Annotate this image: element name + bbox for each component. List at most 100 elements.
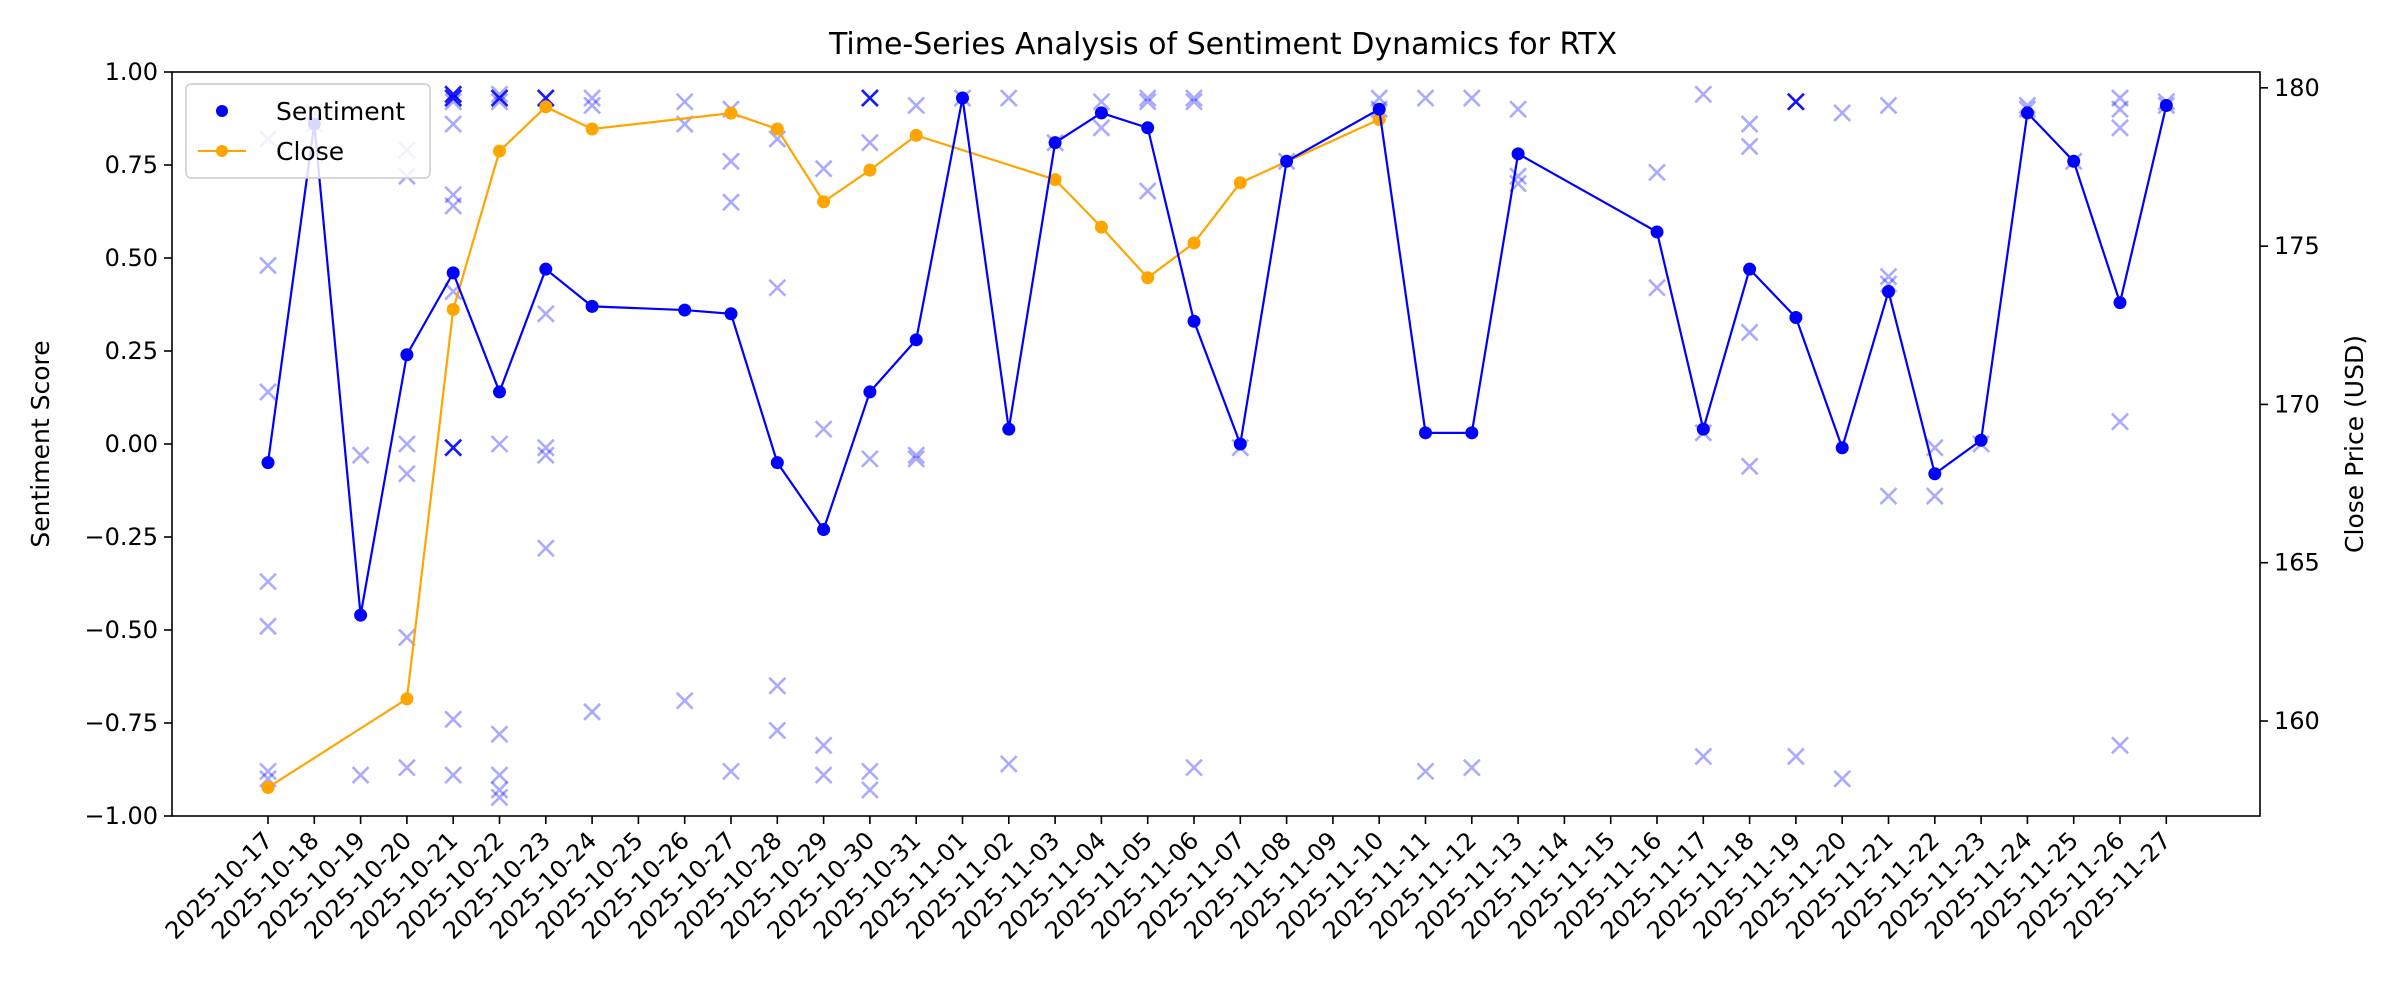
x-mark-stroke: [1740, 323, 1759, 342]
sentiment-item-marker: [814, 420, 833, 439]
x-mark-stroke: [583, 96, 602, 115]
x-mark-stroke: [999, 755, 1018, 773]
x-mark-stroke: [351, 446, 370, 465]
x-mark-stroke: [1833, 104, 1852, 122]
x-mark-stroke: [1185, 758, 1203, 777]
sentiment-item-marker: [259, 383, 277, 401]
x-mark-stroke: [860, 781, 879, 799]
sentiment-item-marker: [2111, 412, 2129, 431]
x-mark-stroke: [490, 781, 509, 799]
close-point: [446, 302, 460, 316]
x-mark-stroke: [1462, 89, 1481, 107]
x-mark-stroke: [259, 617, 277, 636]
x-mark-stroke: [397, 758, 416, 777]
x-mark-stroke: [583, 89, 602, 107]
sentiment-point: [724, 307, 738, 321]
x-mark-stroke: [2111, 100, 2129, 119]
x-mark-stroke: [1185, 92, 1203, 111]
x-mark-stroke: [490, 766, 509, 784]
x-mark-stroke: [1416, 762, 1435, 781]
x-mark-stroke: [1740, 137, 1759, 156]
chart-title: Time-Series Analysis of Sentiment Dynami…: [828, 27, 1617, 62]
sentiment-point: [1419, 426, 1432, 440]
close-point: [863, 163, 877, 177]
x-mark-stroke: [1694, 747, 1713, 766]
x-mark-stroke: [814, 159, 833, 178]
sentiment-point: [1094, 106, 1108, 120]
sentiment-point: [400, 348, 414, 362]
x-mark-stroke: [1925, 487, 1944, 505]
sentiment-item-marker: [860, 781, 879, 799]
x-mark-stroke: [1092, 118, 1111, 137]
x-mark-stroke: [1879, 487, 1898, 505]
x-mark-stroke: [860, 89, 879, 107]
x-mark-stroke: [444, 115, 463, 133]
sentiment-item-marker: [259, 617, 277, 636]
x-mark-stroke: [2111, 412, 2129, 431]
x-mark-stroke: [490, 781, 509, 799]
x-mark-stroke: [907, 449, 926, 468]
x-mark-stroke: [814, 420, 833, 439]
sentiment-item-marker: [722, 193, 740, 212]
x-mark-stroke: [1416, 89, 1435, 107]
x-mark-stroke: [1740, 115, 1759, 133]
sentiment-item-marker: [1185, 89, 1203, 107]
x-mark-stroke: [675, 92, 694, 111]
sentiment-point: [2020, 106, 2034, 120]
legend-box: [185, 83, 431, 179]
sentiment-point: [2113, 296, 2127, 310]
sentiment-item-marker: [351, 446, 370, 465]
sentiment-point: [1835, 441, 1849, 455]
x-mark-stroke: [1138, 89, 1157, 107]
sentiment-item-marker: [490, 92, 509, 111]
x-mark-stroke: [444, 766, 463, 784]
sentiment-item-marker: [1370, 89, 1389, 107]
x-mark-stroke: [259, 617, 277, 636]
sentiment-item-marker: [444, 85, 463, 104]
x-mark-stroke: [351, 766, 370, 784]
close-point: [1233, 176, 1247, 190]
close-point: [1372, 112, 1386, 126]
sentiment-item-marker: [490, 85, 509, 104]
x-mark-stroke: [1740, 457, 1759, 476]
sentiment-item-marker: [444, 185, 463, 204]
x-mark-stroke: [259, 572, 277, 591]
x-mark-stroke: [1185, 89, 1203, 107]
x-mark-stroke: [814, 159, 833, 178]
sentiment-item-marker: [1833, 104, 1852, 122]
close-point: [724, 106, 738, 120]
x-mark-stroke: [1416, 762, 1435, 781]
sentiment-item-marker: [583, 702, 602, 721]
x-mark-stroke: [1185, 89, 1203, 107]
x-mark-stroke: [397, 435, 416, 453]
sentiment-point: [2067, 154, 2081, 168]
sentiment-item-marker: [1138, 92, 1157, 111]
x-mark-stroke: [814, 736, 833, 755]
sentiment-point: [1974, 433, 1988, 447]
x-mark-stroke: [536, 539, 555, 558]
y-axis-title: Sentiment Score: [26, 340, 55, 547]
sentiment-item-marker: [722, 762, 740, 781]
sentiment-item-marker: [490, 781, 509, 799]
x-mark-stroke: [768, 676, 787, 695]
sentiment-item-marker: [860, 89, 879, 107]
close-point: [539, 100, 553, 114]
x-mark-stroke: [490, 766, 509, 784]
x-mark-stroke: [1648, 278, 1666, 297]
x-mark-stroke: [583, 702, 602, 721]
x-mark-stroke: [999, 89, 1018, 107]
sentiment-point: [493, 385, 506, 399]
sentiment-point: [1280, 154, 1294, 168]
sentiment-item-marker: [397, 435, 416, 453]
x-mark-stroke: [536, 446, 555, 465]
x-mark-stroke: [536, 304, 555, 323]
x-mark-stroke: [1740, 457, 1759, 476]
legend-close-marker: [216, 145, 228, 157]
x-mark-stroke: [490, 85, 509, 104]
x-mark-stroke: [722, 762, 740, 781]
sentiment-point: [2159, 98, 2173, 112]
scatter-layer: [259, 85, 2176, 807]
close-point: [909, 128, 923, 142]
x-mark-stroke: [1740, 115, 1759, 133]
x-mark-stroke: [768, 676, 787, 695]
